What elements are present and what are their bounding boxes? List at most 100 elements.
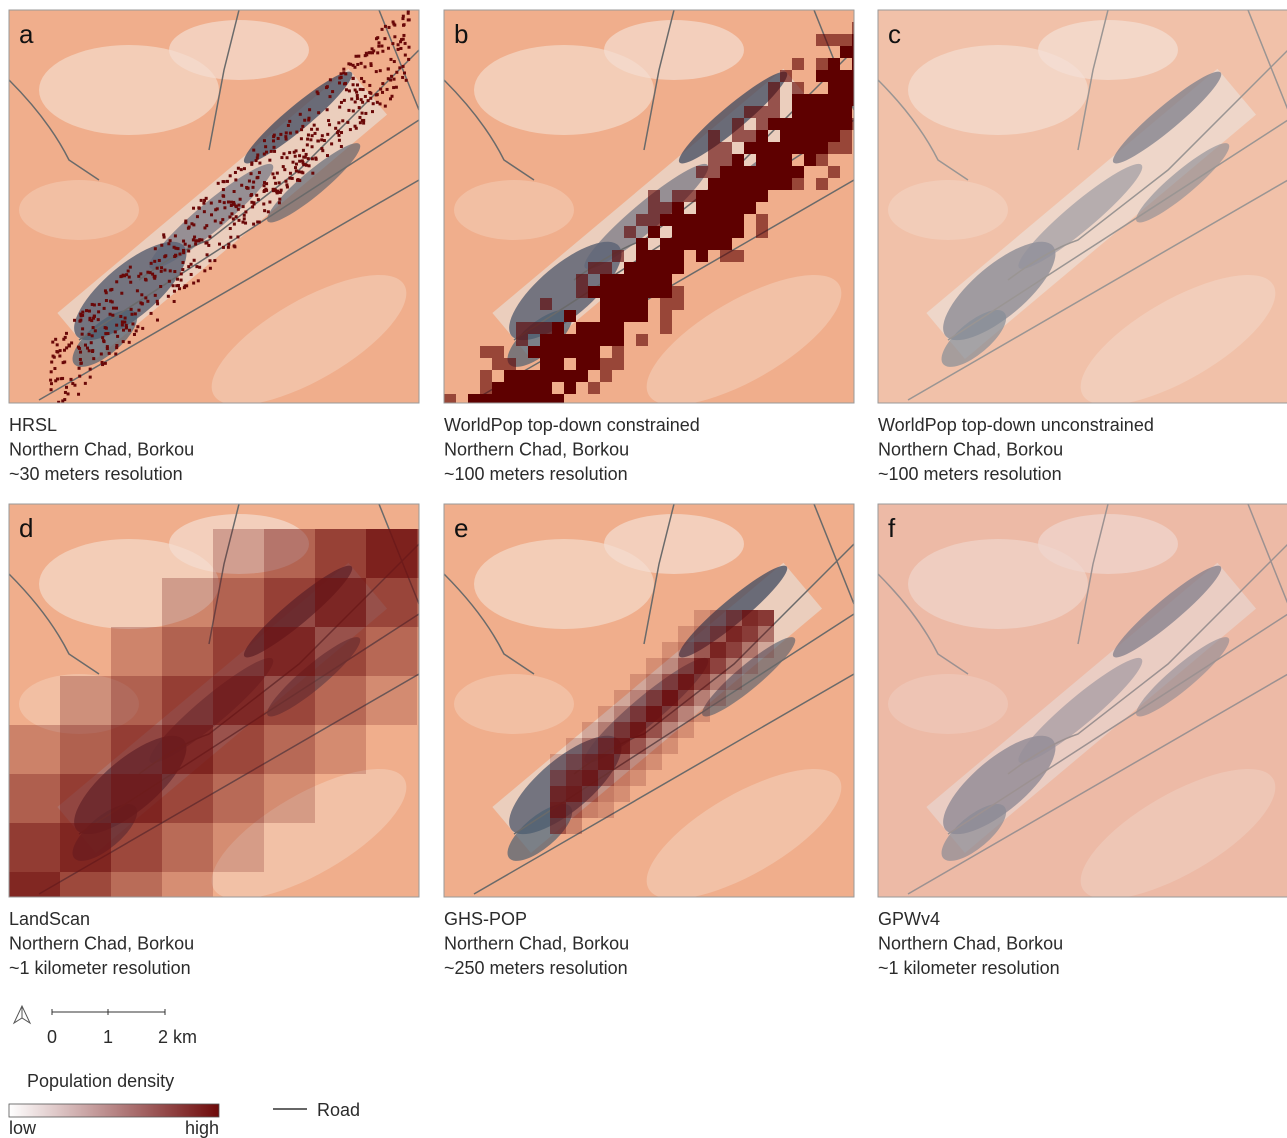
population-cell [323, 139, 326, 142]
population-cell [123, 321, 126, 324]
population-cell [636, 286, 648, 298]
population-cell [600, 358, 612, 370]
population-cell [202, 202, 205, 205]
population-cell [320, 138, 323, 141]
population-cell [282, 152, 285, 155]
population-cell [180, 279, 183, 282]
population-cell [662, 706, 678, 722]
population-cell [368, 91, 371, 94]
population-cell [742, 626, 758, 642]
population-cell [237, 204, 240, 207]
population-cell [576, 346, 588, 358]
population-cell [516, 334, 528, 346]
population-cell [684, 226, 696, 238]
population-cell [369, 97, 372, 100]
population-cell [106, 332, 109, 335]
population-cell [672, 286, 684, 298]
population-cell [732, 166, 744, 178]
panel-caption: Northern Chad, Borkou [878, 934, 1063, 954]
population-cell [624, 274, 636, 286]
population-cell [744, 166, 756, 178]
population-cell [358, 106, 361, 109]
population-cell [111, 725, 162, 774]
population-cell [504, 394, 516, 406]
population-cell [678, 642, 694, 658]
population-cell [321, 149, 324, 152]
population-cell [840, 34, 852, 46]
population-cell [399, 40, 402, 43]
population-cell [111, 314, 114, 317]
population-cell [576, 334, 588, 346]
population-cell [89, 368, 92, 371]
population-cell [221, 218, 224, 221]
population-cell [188, 226, 191, 229]
population-cell [230, 212, 233, 215]
population-cell [340, 145, 343, 148]
population-cell [81, 327, 84, 330]
population-cell [187, 265, 190, 268]
population-cell [243, 214, 246, 217]
population-cell [540, 370, 552, 382]
panel-letter: a [19, 19, 34, 49]
legend-gradient [9, 1104, 219, 1117]
population-cell [307, 117, 310, 120]
population-cell [768, 166, 780, 178]
population-cell [379, 69, 382, 72]
population-cell [288, 120, 291, 123]
population-cell [756, 118, 768, 130]
density-overlay [878, 504, 1287, 897]
population-cell [299, 113, 302, 116]
population-cell [684, 190, 696, 202]
population-cell [289, 172, 292, 175]
population-cell [744, 106, 756, 118]
population-cell [648, 190, 660, 202]
population-cell [55, 350, 58, 353]
population-cell [758, 626, 774, 642]
population-cell [678, 706, 694, 722]
population-cell [349, 128, 352, 131]
population-cell [238, 219, 241, 222]
population-cell [104, 326, 107, 329]
population-cell [331, 90, 334, 93]
population-cell [60, 676, 111, 725]
population-cell [492, 358, 504, 370]
population-cell [742, 658, 758, 674]
population-cell [340, 101, 343, 104]
map [444, 10, 864, 430]
population-cell [278, 181, 281, 184]
population-cell [528, 394, 540, 406]
population-cell [79, 358, 82, 361]
population-cell [732, 202, 744, 214]
population-cell [325, 86, 328, 89]
population-cell [402, 34, 405, 37]
population-cell [114, 352, 117, 355]
map [444, 504, 859, 924]
population-cell [123, 274, 126, 277]
population-cell [242, 205, 245, 208]
population-cell [598, 786, 614, 802]
scale-label: 2 km [158, 1027, 197, 1047]
population-cell [540, 322, 552, 334]
legend-title: Population density [27, 1071, 174, 1091]
population-cell [233, 190, 236, 193]
population-cell [181, 261, 184, 264]
population-cell [726, 674, 742, 690]
population-cell [768, 82, 780, 94]
population-cell [295, 131, 298, 134]
population-cell [391, 95, 394, 98]
population-cell [381, 50, 384, 53]
population-cell [744, 178, 756, 190]
population-cell [480, 346, 492, 358]
population-cell [660, 286, 672, 298]
population-cell [302, 149, 305, 152]
population-cell [188, 245, 191, 248]
population-cell [213, 725, 264, 774]
population-cell [624, 298, 636, 310]
population-cell [566, 770, 582, 786]
population-cell [234, 171, 237, 174]
population-cell [130, 308, 133, 311]
population-cell [162, 578, 213, 627]
population-cell [119, 315, 122, 318]
population-cell [193, 236, 196, 239]
population-cell [646, 722, 662, 738]
